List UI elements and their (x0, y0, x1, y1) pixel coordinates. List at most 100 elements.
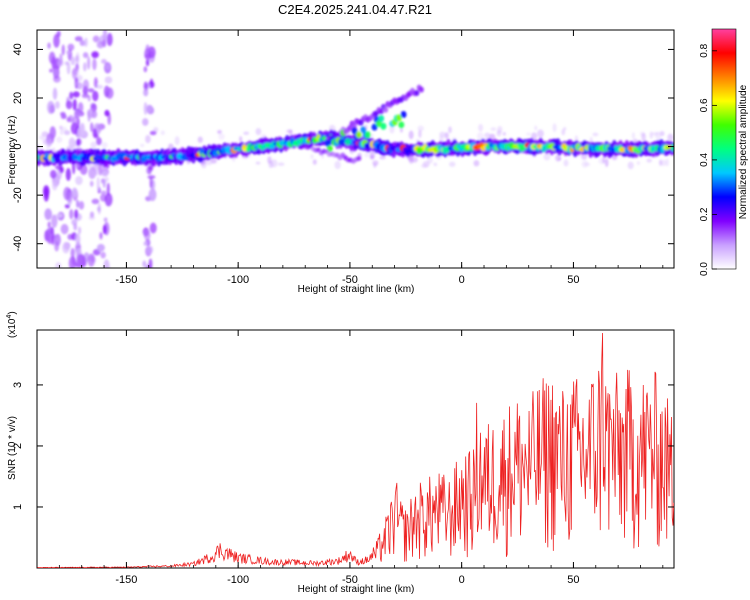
noise-blob (92, 130, 98, 136)
noise-blob (255, 161, 261, 165)
x-tick-label: -150 (115, 274, 137, 286)
snr-frame (36, 329, 675, 569)
noise-blob (82, 52, 89, 59)
noise-blob (69, 209, 74, 220)
noise-blob (145, 134, 151, 144)
noise-blob (103, 217, 108, 222)
noise-blob (631, 132, 636, 140)
noise-blob (95, 125, 103, 133)
noise-blob (473, 160, 480, 167)
noise-blob (243, 131, 250, 136)
noise-blob (53, 75, 61, 83)
noise-blob (312, 159, 317, 165)
branch-blob (364, 131, 371, 139)
noise-blob (61, 126, 67, 132)
noise-blob (101, 142, 108, 149)
y-tick-label: -20 (12, 187, 24, 203)
x-tick-label: 0 (459, 574, 465, 586)
noise-blob (78, 226, 82, 235)
spectrogram-x-ticks: -150 -100 -50 0 50 (36, 30, 664, 286)
noise-blob (389, 125, 395, 134)
noise-blob (636, 161, 641, 165)
noise-blob (420, 163, 428, 169)
noise-blob (149, 222, 157, 234)
noise-blob (142, 260, 147, 268)
noise-blob (563, 159, 569, 167)
noise-blob (96, 41, 105, 49)
noise-blob (167, 143, 174, 151)
noise-blob (583, 162, 591, 167)
noise-blob (71, 187, 78, 197)
noise-blob (641, 132, 646, 142)
noise-blob (70, 56, 76, 66)
noise-blob (75, 233, 81, 245)
noise-blob (84, 37, 88, 47)
noise-blob (439, 135, 444, 142)
noise-blob (143, 81, 149, 92)
noise-blob (148, 188, 157, 202)
noise-blob (484, 132, 491, 138)
noise-blob (558, 157, 562, 161)
noise-blob (56, 213, 63, 218)
noise-blob (47, 100, 55, 115)
branch-blob (400, 110, 407, 118)
snr-series-line (37, 333, 674, 568)
noise-blob (239, 136, 243, 143)
noise-blob (90, 122, 94, 133)
noise-blob (646, 158, 653, 163)
noise-blob (561, 129, 566, 136)
noise-blob (277, 162, 285, 167)
noise-blob (502, 132, 506, 136)
noise-blob (95, 170, 99, 176)
noise-blob (90, 141, 97, 149)
noise-blob (174, 136, 180, 146)
noise-blob (379, 155, 386, 160)
noise-blob (106, 182, 110, 196)
noise-blob (51, 232, 56, 246)
y-tick-label: 1 (12, 504, 24, 510)
snr-x-label: Height of straight line (km) (298, 584, 415, 595)
noise-blob (66, 62, 71, 75)
noise-blob (526, 132, 532, 136)
colorbar-tick-label: 0.6 (699, 98, 710, 112)
noise-blob (153, 126, 159, 133)
y-tick-label: 3 (12, 382, 24, 388)
figure-title: C2E4.2025.241.04.47.R21 (278, 2, 432, 17)
spectrogram-frame (36, 29, 675, 269)
snr-y-label: SNR (10 * v/v) (7, 416, 18, 480)
noise-blob (66, 117, 72, 123)
noise-blob (51, 56, 56, 70)
noise-blob (217, 130, 222, 135)
noise-blob (96, 137, 102, 146)
noise-blob (148, 165, 154, 171)
noise-blob (417, 125, 425, 132)
branch-blob (414, 90, 420, 97)
noise-blob (49, 226, 54, 235)
snr-y-multiplier-close: ) (7, 311, 18, 314)
branch-blob (371, 123, 378, 131)
snr-y-multiplier-exp: 4 (6, 315, 13, 319)
noise-blob (369, 155, 374, 159)
noise-blob (76, 138, 80, 147)
noise-blob (534, 125, 538, 131)
noise-blob (490, 127, 497, 131)
noise-blob (148, 258, 153, 268)
noise-blob (76, 253, 84, 268)
noise-blob (81, 93, 90, 99)
noise-blob (64, 204, 70, 209)
noise-blob (75, 199, 80, 208)
noise-blob (70, 247, 75, 258)
snr-x-ticks: -150 -100 -50 0 50 (36, 330, 664, 586)
noise-blob (444, 132, 449, 140)
noise-blob (104, 192, 113, 207)
branch-blob (378, 108, 384, 115)
colorbar-tick-label: 0.2 (699, 207, 710, 221)
colorbar-tick-label: 0.0 (699, 262, 710, 276)
noise-blob (102, 178, 106, 189)
noise-blob (665, 158, 670, 167)
noise-blob (627, 161, 634, 170)
spectrogram-y-ticks: -40 -20 0 20 40 (12, 43, 674, 252)
noise-blob (45, 142, 51, 151)
noise-blob (147, 245, 154, 254)
